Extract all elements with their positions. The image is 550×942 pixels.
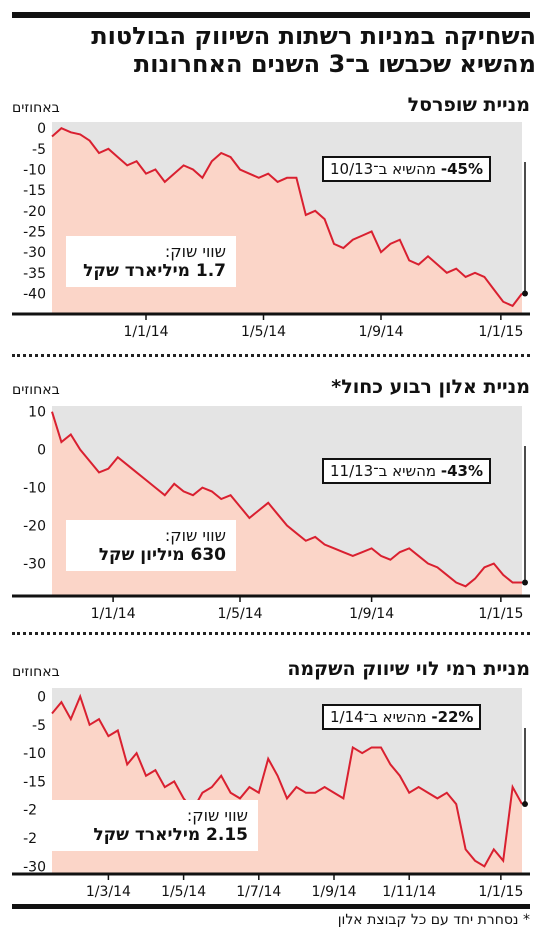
market-cap-value: 2.15 מיליארד שקל (93, 825, 248, 845)
panel-title-rami-levy: מניית רמי לוי שיווק השקמה (287, 658, 530, 680)
market-cap-value: 1.7 מיליארד שקל (83, 261, 226, 281)
y-tick-label: -5 (32, 718, 46, 734)
chart-shufersal: 0 -5 -10 -15 -20 -25 -30 -35 -40 1/1/14 1/5/14 1/9/… (12, 121, 530, 340)
bottom-rule (12, 904, 530, 909)
unit-label: באחוזים (12, 100, 60, 116)
y-tick-label: -20 (23, 519, 46, 535)
unit-label: באחוזים (12, 382, 60, 398)
y-tick-label: -30 (23, 557, 46, 573)
x-tick-label: 1/5/14 (241, 324, 286, 340)
callout-pct: 43%- (440, 462, 484, 480)
series-line (51, 411, 522, 588)
x-tick-label: 1/1/15 (478, 606, 523, 622)
x-tick-label: 1/9/14 (311, 884, 356, 900)
y-tick-label: -10 (23, 746, 46, 762)
y-tick-label: 0 (37, 121, 46, 137)
callout-text: מהשיא ב־11/13 (330, 462, 437, 480)
callout-pct: 45%- (440, 160, 484, 178)
market-cap-box: שווי שוק: 2.15 מיליארד שקל (36, 800, 258, 851)
y-tick-label: -35 (23, 266, 46, 282)
series-line (51, 127, 523, 308)
x-tick-label: 1/1/15 (478, 884, 523, 900)
y-tick-label: -10 (23, 163, 46, 179)
x-tick-label: 1/1/14 (91, 606, 136, 622)
chart-alon: 10 0 -10 -20 -30 1/1/14 1/5/14 1/9/14 1/1/15 (12, 405, 530, 622)
market-cap-value: 630 מיליון שקל (98, 545, 226, 565)
x-tick-label: 1/11/14 (382, 884, 436, 900)
panel-title-alon: מניית אלון רבוע כחול* (331, 376, 530, 398)
y-tick-label: -30 (23, 859, 46, 875)
y-tick-label: 10 (28, 405, 46, 421)
y-tick-label: -5 (32, 142, 46, 158)
callout-text: מהשיא ב־1/14 (330, 708, 427, 726)
market-cap-label: שווי שוק: (164, 526, 226, 545)
panel-title-shufersal: מניית שופרסל (407, 94, 530, 116)
separator (12, 354, 530, 357)
y-tick-label: -20 (23, 204, 46, 220)
y-tick-label: -15 (23, 774, 46, 790)
x-tick-label: 1/1/14 (123, 324, 168, 340)
x-tick-label: 1/7/14 (236, 884, 281, 900)
separator (12, 632, 530, 635)
y-tick-label: -25 (23, 224, 46, 240)
x-tick-label: 1/5/14 (217, 606, 262, 622)
peak-callout: 22%- מהשיא ב־1/14 (322, 704, 482, 730)
headline: השחיקה במניות רשתות השיווק הבולטות מהשיא… (91, 22, 536, 78)
x-tick-label: 1/9/14 (358, 324, 403, 340)
peak-callout: 43%- מהשיא ב־11/13 (322, 458, 492, 484)
x-tick-label: 1/1/15 (478, 324, 523, 340)
callout-text: מהשיא ב־10/13 (330, 160, 437, 178)
market-cap-box: שווי שוק: 1.7 מיליארד שקל (66, 236, 236, 287)
market-cap-box: שווי שוק: 630 מיליון שקל (66, 520, 236, 571)
x-tick-label: 1/9/14 (349, 606, 394, 622)
market-cap-label: שווי שוק: (186, 806, 248, 825)
x-tick-label: 1/5/14 (161, 884, 206, 900)
y-tick-label: -15 (23, 183, 46, 199)
y-tick-label: -10 (23, 481, 46, 497)
market-cap-label: שווי שוק: (164, 242, 226, 261)
y-tick-label: 0 (37, 443, 46, 459)
y-tick-label: -40 (23, 286, 46, 302)
top-rule (12, 12, 530, 18)
peak-callout: 45%- מהשיא ב־10/13 (322, 156, 492, 182)
callout-pct: 22%- (431, 708, 474, 726)
footnote: * נסחרת יחד עם כל קבוצת אלון (337, 912, 530, 928)
x-tick-label: 1/3/14 (86, 884, 131, 900)
series-line (51, 693, 523, 868)
y-tick-label: -30 (23, 245, 46, 261)
unit-label: באחוזים (12, 664, 60, 680)
y-tick-label: 0 (37, 689, 46, 705)
